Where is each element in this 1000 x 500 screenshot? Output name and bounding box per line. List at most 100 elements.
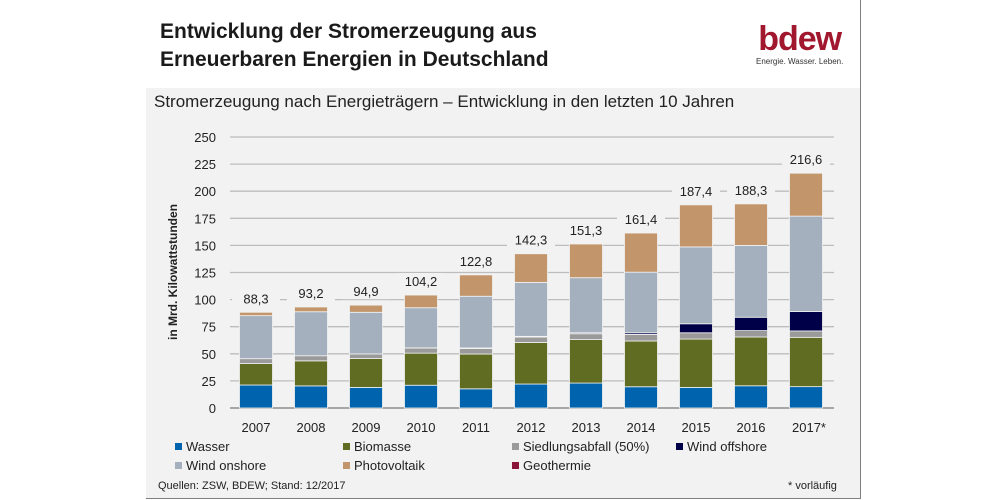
bar-segment-photovoltaik — [404, 294, 438, 309]
legend-label: Siedlungsabfall (50%) — [523, 439, 650, 454]
y-tick-label: 50 — [202, 347, 216, 362]
bar-segment-wasser — [569, 382, 603, 409]
bar-segment-photovoltaik — [239, 311, 273, 317]
total-label: 187,4 — [680, 184, 713, 199]
total-label: 151,3 — [570, 223, 603, 238]
legend-label: Biomasse — [354, 439, 412, 454]
bar-segment-wasser — [404, 384, 438, 409]
total-label: 188,3 — [735, 183, 768, 198]
legend-label: Geothermie — [523, 458, 591, 473]
footnote: * vorläufig — [788, 480, 837, 492]
total-label-bg — [617, 211, 665, 228]
legend-item: Siedlungsabfall (50%) — [512, 439, 649, 454]
bar-segment-wind-onshore — [734, 244, 768, 318]
total-label: 122,8 — [460, 254, 493, 269]
y-tick-label: 200 — [194, 184, 216, 199]
legend-label: Wasser — [186, 439, 230, 454]
total-label-bg — [672, 182, 720, 199]
bar-segment-wind-onshore — [294, 311, 328, 357]
x-tick-label: 2015 — [682, 420, 711, 435]
total-label-bg — [397, 273, 445, 290]
bar-segment-biomasse — [734, 336, 768, 387]
title-line-2: Erneuerbaren Energien in Deutschland — [160, 48, 549, 71]
total-label-bg — [562, 221, 610, 238]
bdew-logo: bdew Energie. Wasser. Leben. — [756, 22, 843, 66]
legend-swatch — [343, 462, 350, 469]
title-line-1: Entwicklung der Stromerzeugung aus — [160, 20, 537, 43]
x-tick-label: 2007 — [242, 420, 271, 435]
bar-segment-wind-offshore — [679, 323, 713, 334]
bar-segment-wind-onshore — [349, 311, 383, 355]
legend-item: Geothermie — [512, 458, 591, 473]
legend-label: Wind offshore — [687, 439, 767, 454]
legend-swatch — [676, 443, 683, 450]
bar-segment-wind-onshore — [789, 215, 823, 312]
y-tick-label: 150 — [194, 238, 216, 253]
x-tick-label: 2009 — [352, 420, 381, 435]
bar-segment-siedlungsabfall- — [569, 333, 603, 340]
total-label: 93,2 — [298, 286, 323, 301]
bar-segment-siedlungsabfall- — [679, 332, 713, 340]
bar-segment-siedlungsabfall- — [789, 330, 823, 338]
bar-segment-wasser — [294, 385, 328, 409]
bar-segment-wasser — [679, 387, 713, 409]
bar-segment-wind-onshore — [404, 307, 438, 349]
bar-segment-wind-offshore — [734, 316, 768, 332]
total-label: 88,3 — [243, 291, 268, 306]
x-tick-label: 2017* — [792, 420, 826, 435]
bar-segment-wasser — [734, 385, 768, 409]
legend-swatch — [175, 462, 182, 469]
legend-swatch — [343, 443, 350, 450]
total-label-bg — [287, 284, 335, 301]
bar-segment-biomasse — [294, 360, 328, 387]
total-label-bg — [782, 151, 830, 168]
bar-segment-wind-onshore — [239, 315, 273, 360]
total-label-bg — [342, 283, 390, 300]
legend-item: Photovoltaik — [343, 458, 425, 473]
bar-segment-photovoltaik — [514, 253, 548, 283]
bar-segment-biomasse — [569, 339, 603, 384]
y-tick-label: 0 — [209, 401, 216, 416]
x-tick-label: 2011 — [462, 420, 490, 435]
legend-label: Photovoltaik — [354, 458, 425, 473]
y-tick-label: 250 — [194, 130, 216, 145]
total-label-bg — [507, 231, 555, 248]
total-label: 142,3 — [515, 233, 548, 248]
bar-segment-biomasse — [404, 352, 438, 386]
bar-segment-wind-onshore — [514, 281, 548, 337]
y-tick-label: 100 — [194, 293, 216, 308]
bar-segment-wind-offshore — [789, 311, 823, 332]
bar-segment-wind-onshore — [624, 271, 658, 334]
bar-segment-wasser — [239, 384, 273, 409]
bar-segment-wasser — [789, 386, 823, 409]
page-title: Entwicklung der Stromerzeugung aus Erneu… — [160, 18, 549, 74]
legend-swatch — [175, 443, 182, 450]
y-tick-label: 225 — [194, 157, 216, 172]
bar-segment-wind-onshore — [679, 246, 713, 325]
bar-segment-photovoltaik — [624, 232, 658, 273]
total-label: 216,6 — [790, 152, 823, 167]
x-tick-label: 2012 — [517, 420, 546, 435]
y-tick-label: 25 — [202, 374, 216, 389]
legend-item: Wind onshore — [175, 458, 266, 473]
chart-title: Stromerzeugung nach Energieträgern – Ent… — [154, 92, 735, 111]
bar-segment-wind-onshore — [459, 295, 493, 349]
total-label-bg — [452, 252, 500, 269]
legend-item: Wasser — [175, 439, 230, 454]
bar-segment-photovoltaik — [459, 274, 493, 297]
bar-segment-siedlungsabfall- — [294, 355, 328, 362]
total-label: 94,9 — [353, 284, 378, 299]
logo-tagline: Energie. Wasser. Leben. — [756, 57, 844, 66]
y-axis-label: in Mrd. Kilowattstunden — [166, 204, 180, 340]
y-tick-label: 75 — [202, 320, 216, 335]
bar-segment-biomasse — [239, 363, 273, 386]
bar-segment-wasser — [514, 383, 548, 409]
bar-segment-wasser — [624, 386, 658, 409]
logo-wordmark: bdew — [758, 20, 842, 58]
total-label: 104,2 — [405, 274, 438, 289]
total-label-bg — [727, 181, 775, 198]
total-label-bg — [232, 290, 280, 307]
y-tick-label: 125 — [194, 266, 216, 281]
bar-segment-siedlungsabfall- — [349, 353, 383, 359]
